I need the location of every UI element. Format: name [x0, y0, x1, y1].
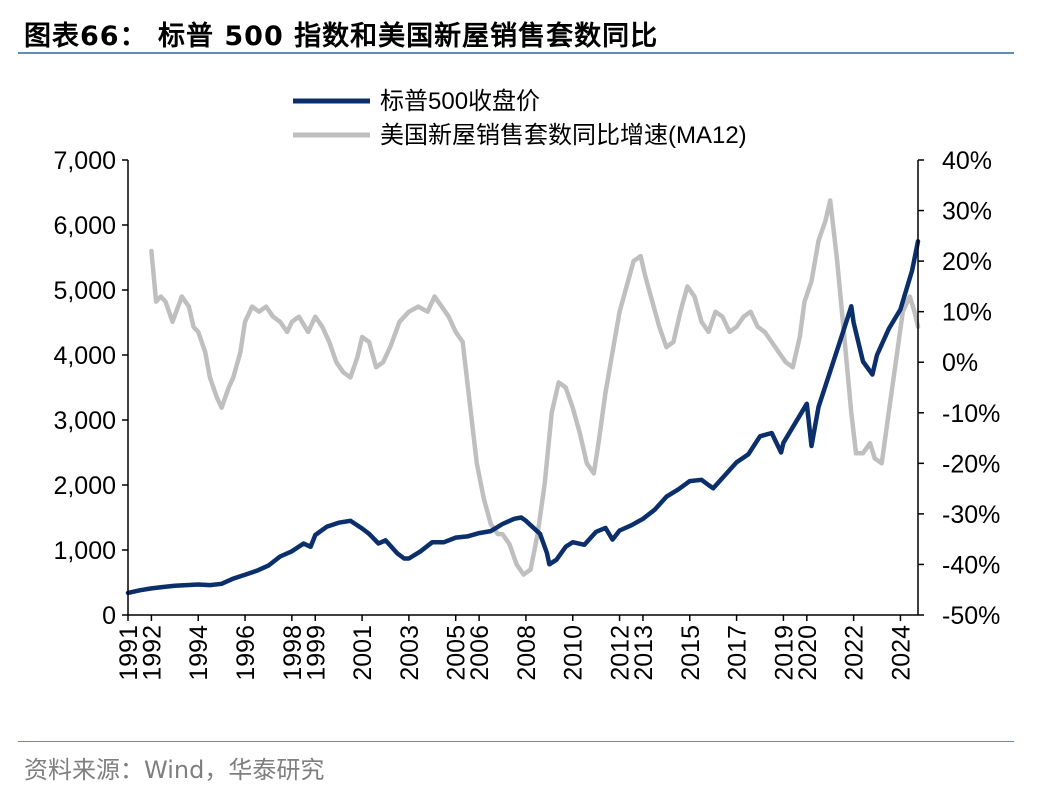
right-y-tick-label: 40%: [942, 147, 992, 175]
series-line-0: [125, 239, 921, 596]
left-y-tick-label: 4,000: [53, 342, 116, 370]
left-y-tick-label: 6,000: [53, 212, 116, 240]
x-tick-label: 2006: [466, 625, 494, 681]
x-tick-label: 2005: [443, 625, 471, 681]
right-y-tick-label: 30%: [942, 198, 992, 226]
legend-label-0: 标普500收盘价: [380, 88, 540, 115]
right-y-tick-label: -30%: [942, 501, 1000, 529]
x-tick-label: 1996: [232, 625, 260, 681]
x-tick-label: 2003: [396, 625, 424, 681]
left-y-tick-label: 3,000: [53, 407, 116, 435]
x-tick-label: 1991: [115, 625, 143, 681]
left-y-tick-label: 7,000: [53, 147, 116, 175]
x-tick-label: 1992: [138, 625, 166, 681]
right-y-tick-label: -40%: [942, 551, 1000, 579]
series-layer: [125, 198, 921, 596]
left-y-tick-label: 1,000: [53, 537, 116, 565]
x-tick-label: 2022: [841, 625, 869, 681]
right-y-tick-label: -50%: [942, 602, 1000, 630]
right-y-tick-label: -10%: [942, 400, 1000, 428]
x-tick-label: 2024: [887, 625, 915, 681]
x-tick-label: 2017: [724, 625, 752, 681]
legend-label-1: 美国新屋销售套数同比增速(MA12): [380, 122, 747, 149]
right-y-tick-label: 0%: [942, 349, 978, 377]
x-tick-label: 2001: [349, 625, 377, 681]
x-tick-label: 2010: [560, 625, 588, 681]
axes-layer: 0 1,000 2,000 3,000 4,000 5,000 6,000 7,000 -50%…: [53, 147, 1000, 681]
x-tick-label: 1994: [185, 625, 213, 681]
source-note: 资料来源：Wind，华泰研究: [24, 756, 325, 784]
footer-divider: [18, 741, 1014, 742]
left-y-tick-label: 5,000: [53, 277, 116, 305]
series-line-1: [149, 198, 921, 577]
x-tick-label: 2020: [794, 625, 822, 681]
x-tick-label: 1998: [279, 625, 307, 681]
right-y-tick-label: 10%: [942, 299, 992, 327]
left-y-tick-label: 0: [102, 602, 116, 630]
x-tick-label: 2019: [770, 625, 798, 681]
title-divider: [18, 52, 1014, 54]
x-tick-label: 1999: [302, 625, 330, 681]
right-y-tick-label: 20%: [942, 248, 992, 276]
right-y-tick-label: -20%: [942, 450, 1000, 478]
figure-title: 图表66： 标普 500 指数和美国新屋销售套数同比: [24, 21, 659, 52]
x-tick-label: 2013: [630, 625, 658, 681]
left-y-tick-label: 2,000: [53, 472, 116, 500]
x-tick-label: 2008: [513, 625, 541, 681]
x-tick-label: 2015: [677, 625, 705, 681]
x-tick-label: 2012: [607, 625, 635, 681]
